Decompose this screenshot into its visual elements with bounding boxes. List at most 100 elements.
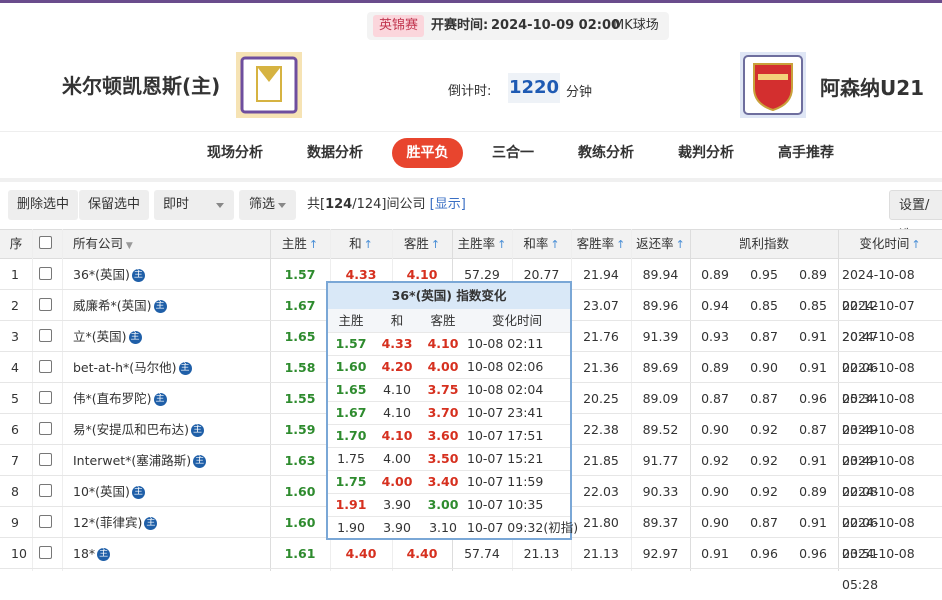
count-prefix: 共[	[307, 197, 326, 212]
column-divider	[631, 229, 632, 571]
draw-rate: 20.77	[523, 267, 560, 282]
popup-row-line	[328, 493, 570, 494]
popup-time: 10-07 10:35	[467, 497, 544, 512]
company-name[interactable]: 10*(英国) 主	[73, 484, 145, 499]
kickoff-time: 2024-10-09 02:00	[491, 18, 621, 33]
show-link[interactable]: [显示]	[429, 197, 466, 212]
home-badge: 主	[193, 455, 207, 468]
delete-button[interactable]: 删除选中	[8, 190, 79, 220]
nav-tab[interactable]: 裁判分析	[678, 145, 734, 161]
column-divider	[838, 229, 839, 571]
column-header[interactable]: 客胜	[392, 229, 452, 259]
company-name[interactable]: 威廉希*(英国) 主	[73, 298, 167, 313]
row-checkbox[interactable]	[39, 484, 52, 497]
nav-tab[interactable]: 现场分析	[207, 145, 263, 161]
nav-tab[interactable]: 三合一	[492, 145, 534, 161]
popup-time: 10-07 15:21	[467, 451, 544, 466]
column-header[interactable]: 主胜率	[452, 229, 512, 259]
column-header[interactable]: 客胜率	[571, 229, 631, 259]
column-header[interactable]: 凯利指数	[738, 236, 789, 251]
away-rate: 22.03	[583, 484, 619, 499]
company-name[interactable]: Interwet*(塞浦路斯) 主	[73, 453, 207, 468]
kelly-value: 0.87	[701, 391, 729, 406]
column-header[interactable]: 主胜	[270, 229, 330, 259]
time: 2024-10-08 03:49	[842, 422, 915, 468]
popup-odds: 1.57	[335, 336, 367, 351]
top-bar	[0, 0, 942, 3]
venue: MK球场	[613, 18, 659, 33]
home: 1.58	[284, 360, 316, 375]
kelly-value: 0.89	[701, 360, 729, 375]
company-name[interactable]: 18* 主	[73, 546, 111, 561]
keep-button[interactable]: 保留选中	[79, 190, 150, 220]
no: 4	[11, 360, 19, 375]
return-rate: 89.37	[642, 515, 679, 530]
nav-tab[interactable]: 胜平负	[392, 138, 463, 168]
home-team[interactable]: 米尔顿凯恩斯(主)	[62, 74, 221, 98]
column-header[interactable]: 变化时间	[838, 229, 942, 259]
popup-odds: 4.00	[381, 474, 413, 489]
select-all[interactable]	[39, 236, 52, 249]
return-rate: 91.39	[642, 329, 679, 344]
popup-row-line	[328, 401, 570, 402]
away: 4.40	[406, 546, 438, 561]
kelly-value: 0.94	[701, 298, 729, 313]
filter-select[interactable]: 筛选	[239, 190, 296, 220]
row-checkbox[interactable]	[39, 360, 52, 373]
away-team[interactable]: 阿森纳U21	[820, 76, 925, 100]
kelly-value: 0.91	[799, 453, 827, 468]
return-rate: 89.94	[642, 267, 679, 282]
kelly-value: 0.90	[701, 422, 729, 437]
row-checkbox[interactable]	[39, 515, 52, 528]
company-name[interactable]: bet-at-h*(马尔他) 主	[73, 360, 192, 375]
return-rate: 89.69	[642, 360, 679, 375]
home-badge: 主	[191, 424, 205, 437]
column-header[interactable]: 返还率	[631, 229, 690, 259]
row-checkbox[interactable]	[39, 329, 52, 342]
company-name[interactable]: 36*(英国) 主	[73, 267, 145, 282]
popup-row-line	[328, 424, 570, 425]
nav-tab[interactable]: 教练分析	[578, 145, 634, 161]
row-line	[0, 568, 942, 569]
column-header[interactable]: 所有公司 ▼	[73, 236, 133, 251]
time: 2024-10-08 05:34	[842, 360, 915, 406]
away-rate: 21.80	[583, 515, 619, 530]
company-name[interactable]: 易*(安提瓜和巴布达) 主	[73, 422, 205, 437]
draw: 4.40	[345, 546, 377, 561]
column-header[interactable]: 和	[330, 229, 392, 259]
popup-odds: 4.00	[427, 359, 459, 374]
row-checkbox[interactable]	[39, 391, 52, 404]
popup-odds: 4.10	[427, 336, 459, 351]
popup-odds: 4.00	[383, 451, 411, 466]
row-checkbox[interactable]	[39, 453, 52, 466]
kelly-value: 0.92	[750, 453, 778, 468]
popup-time: 10-07 23:41	[467, 405, 544, 420]
row-checkbox[interactable]	[39, 422, 52, 435]
away: 4.10	[406, 267, 438, 282]
company-name[interactable]: 12*(菲律宾) 主	[73, 515, 158, 530]
settings-button[interactable]: 设置/选	[889, 190, 942, 243]
row-checkbox[interactable]	[39, 298, 52, 311]
match-info: 英锦赛 开赛时间: 2024-10-09 02:00 MK球场	[367, 12, 669, 40]
nav-tab[interactable]: 数据分析	[307, 145, 363, 161]
no: 7	[11, 453, 19, 468]
popup-odds: 1.90	[337, 520, 365, 535]
league[interactable]: 英锦赛	[373, 15, 425, 37]
away-rate: 21.85	[583, 453, 619, 468]
away-rate: 23.07	[583, 298, 619, 313]
home-logo	[236, 52, 302, 118]
mode-select[interactable]: 即时	[154, 190, 234, 220]
column-header[interactable]: 和率	[512, 229, 571, 259]
popup-odds: 3.10	[429, 520, 457, 535]
nav-tab[interactable]: 高手推荐	[778, 145, 834, 161]
time: 2024-10-08 02:06	[842, 484, 915, 530]
company-name[interactable]: 立*(英国) 主	[73, 329, 142, 344]
return-rate: 92.97	[642, 546, 679, 561]
column-header[interactable]: 序	[9, 236, 23, 251]
away-rate: 21.13	[583, 546, 619, 561]
company-name[interactable]: 伟*(直布罗陀) 主	[73, 391, 167, 406]
row-checkbox[interactable]	[39, 267, 52, 280]
countdown: 1220	[508, 73, 560, 103]
row-checkbox[interactable]	[39, 546, 52, 559]
draw: 4.33	[345, 267, 377, 282]
